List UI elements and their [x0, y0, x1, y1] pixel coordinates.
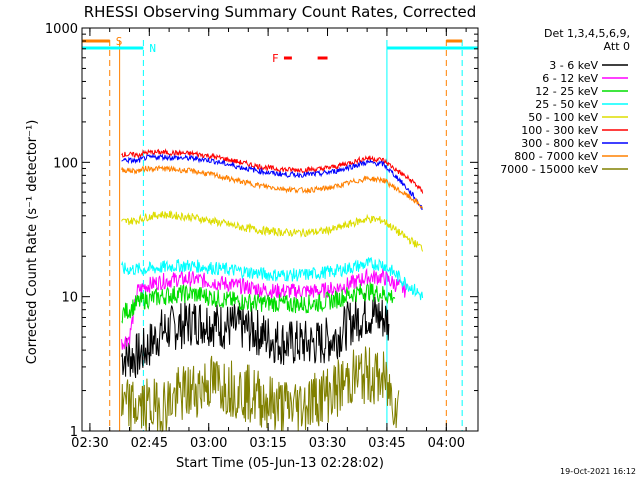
- footer-timestamp: 19-Oct-2021 16:12: [560, 467, 636, 476]
- plot-area: S N F: [81, 27, 479, 433]
- plot-frame: [81, 27, 479, 432]
- x-tick-label: 03:45: [368, 436, 405, 451]
- series-line: [121, 282, 396, 324]
- x-tick-label: 03:15: [249, 436, 286, 451]
- x-tick-label: 04:00: [428, 436, 465, 451]
- series-line: [121, 293, 390, 379]
- legend-entry-label: 6 - 12 keV: [542, 72, 598, 85]
- flare-bar-label: F: [272, 52, 279, 65]
- night-bar-label: N: [149, 42, 156, 55]
- series-line: [121, 164, 424, 209]
- legend-entry-label: 100 - 300 keV: [521, 124, 598, 137]
- attenuator-bar-label: S: [116, 35, 123, 48]
- y-tick-label: 100: [53, 156, 78, 171]
- legend-entry-label: 800 - 7000 keV: [514, 150, 598, 163]
- x-tick-label: 03:00: [190, 436, 227, 451]
- x-tick-labels: 02:30 02:45 03:00 03:15 03:30 03:45 04:00: [71, 436, 465, 451]
- legend-title-line2: Att 0: [604, 40, 630, 53]
- axis-ticks: [82, 27, 478, 432]
- legend-title-line1: Det 1,3,4,5,6,9,: [544, 27, 630, 40]
- y-axis-label: Corrected Count Rate (s⁻¹ detector⁻¹): [25, 120, 40, 365]
- series-group: [121, 148, 424, 433]
- series-line: [121, 148, 424, 194]
- x-tick-label: 02:30: [71, 436, 108, 451]
- legend-entry-label: 3 - 6 keV: [549, 59, 598, 72]
- series-line: [121, 209, 424, 252]
- series-line: [121, 346, 400, 433]
- x-tick-label: 03:30: [309, 436, 346, 451]
- y-tick-label: 10: [61, 291, 78, 306]
- series-line: [121, 267, 408, 350]
- y-tick-label: 1: [70, 425, 78, 440]
- legend-entry-label: 7000 - 15000 keV: [500, 163, 598, 176]
- legend-entry-label: 300 - 800 keV: [521, 137, 598, 150]
- legend-entry-label: 25 - 50 keV: [535, 98, 598, 111]
- legend-entry-label: 50 - 100 keV: [528, 111, 598, 124]
- chart-title: RHESSI Observing Summary Count Rates, Co…: [84, 3, 477, 21]
- x-axis-label: Start Time (05-Jun-13 02:28:02): [176, 456, 384, 471]
- series-line: [121, 152, 423, 211]
- series-line: [121, 256, 424, 301]
- legend-entry-label: 12 - 25 keV: [535, 85, 598, 98]
- status-bars: S N F: [82, 35, 478, 65]
- y-tick-labels: 1 10 100 1000: [45, 22, 78, 440]
- x-tick-label: 02:45: [131, 436, 168, 451]
- vertical-marker-lines: [109, 40, 463, 431]
- y-tick-label: 1000: [45, 22, 78, 37]
